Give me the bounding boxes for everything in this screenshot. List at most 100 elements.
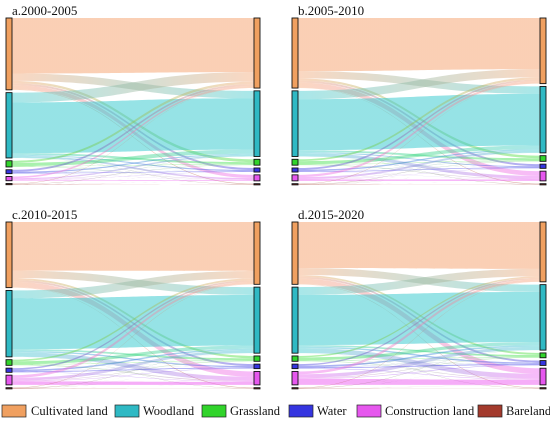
- flow-grassland-to-cultivated: [298, 276, 540, 358]
- flow-water-to-grassland: [298, 160, 540, 172]
- flow-construction-to-woodland: [298, 346, 540, 378]
- legend-swatch: [201, 404, 227, 418]
- flow-water-to-cultivated: [12, 84, 254, 172]
- flow-water-to-cultivated: [298, 277, 540, 366]
- panel-2000-2005: a.2000-2005: [5, 3, 261, 186]
- node-start-woodland: [5, 289, 13, 358]
- flows: [298, 18, 540, 185]
- flows: [12, 222, 254, 389]
- flow-bareland-to-construction: [12, 384, 254, 389]
- node-end-woodland: [253, 90, 261, 157]
- flow-grassland-to-woodland: [12, 345, 254, 365]
- flow-bareland-to-water: [298, 168, 540, 185]
- flow-grassland-to-construction: [12, 364, 254, 382]
- flow-construction-to-water: [12, 171, 254, 180]
- node-start-woodland: [5, 92, 13, 159]
- node-start-woodland: [291, 286, 299, 354]
- flow-bareland-to-woodland: [298, 349, 540, 389]
- flow-water-to-woodland: [12, 348, 254, 372]
- flow-cultivated-to-cultivated: [298, 222, 540, 269]
- legend: Cultivated land Woodland Grassland Water…: [1, 404, 550, 418]
- flow-grassland-to-construction: [298, 164, 540, 180]
- panel-2015-2020: d.2015-2020: [291, 207, 547, 390]
- node-start-bareland: [5, 183, 13, 186]
- legend-item-water: Water: [288, 404, 347, 418]
- panel-title: b.2005-2010: [298, 3, 364, 18]
- node-end-water: [539, 163, 547, 169]
- flow-bareland-to-woodland: [298, 152, 540, 185]
- node-end-woodland: [539, 85, 547, 154]
- panel-2010-2015: c.2010-2015: [5, 207, 261, 390]
- node-start-grassland: [5, 359, 13, 366]
- flow-construction-to-cultivated: [298, 81, 540, 178]
- node-start-construction: [5, 374, 13, 386]
- flow-construction-to-woodland: [298, 150, 540, 179]
- flow-grassland-to-woodland: [298, 341, 540, 361]
- legend-label: Grassland: [230, 404, 281, 418]
- flow-woodland-to-bareland: [298, 156, 540, 185]
- node-end-cultivated: [253, 17, 261, 89]
- node-start-construction: [291, 370, 299, 386]
- node-end-cultivated: [539, 17, 547, 85]
- node-start-construction: [291, 174, 299, 182]
- panel-2005-2010: b.2005-2010: [291, 3, 547, 186]
- legend-label: Bareland: [506, 404, 550, 418]
- flow-water-to-woodland: [298, 149, 540, 172]
- flow-construction-to-water: [298, 364, 540, 379]
- flow-bareland-to-water: [12, 172, 254, 185]
- node-end-cultivated: [253, 221, 261, 285]
- flow-cultivated-to-cultivated: [12, 18, 254, 74]
- node-end-water: [539, 360, 547, 366]
- legend-label: Woodland: [143, 404, 195, 418]
- node-end-grassland: [539, 352, 547, 359]
- nodes: [291, 17, 547, 186]
- flow-grassland-to-grassland: [298, 356, 540, 361]
- flow-woodland-to-bareland: [12, 356, 254, 389]
- flow-grassland-to-grassland: [12, 164, 254, 167]
- flow-construction-to-grassland: [298, 160, 540, 180]
- flow-construction-to-construction: [298, 378, 540, 385]
- node-end-grassland: [253, 355, 261, 362]
- flow-woodland-to-cultivated: [298, 69, 540, 100]
- node-end-cultivated: [539, 221, 547, 283]
- legend-swatch: [288, 404, 314, 418]
- node-start-cultivated: [5, 17, 13, 91]
- flow-construction-to-cultivated: [298, 279, 540, 375]
- node-end-construction: [539, 170, 547, 182]
- legend-item-bareland: Bareland: [477, 404, 550, 418]
- node-start-grassland: [5, 160, 13, 168]
- node-start-cultivated: [291, 17, 299, 89]
- flow-construction-to-construction: [12, 381, 254, 385]
- panel-title: d.2015-2020: [298, 207, 364, 222]
- legend-swatch: [114, 404, 140, 418]
- flow-water-to-grassland: [12, 164, 254, 173]
- node-end-water: [253, 363, 261, 370]
- legend-label: Construction land: [385, 404, 475, 418]
- flow-grassland-to-construction: [298, 360, 540, 380]
- flow-construction-to-woodland: [12, 154, 254, 180]
- flow-construction-to-water: [298, 168, 540, 180]
- nodes: [291, 221, 547, 390]
- node-end-bareland: [253, 387, 261, 390]
- flow-water-to-construction: [298, 368, 540, 380]
- flow-bareland-to-woodland: [12, 156, 254, 185]
- flow-woodland-to-cultivated: [12, 270, 254, 299]
- flow-grassland-to-cultivated: [12, 81, 254, 163]
- node-end-bareland: [253, 183, 261, 186]
- flow-grassland-to-cultivated: [298, 77, 540, 162]
- node-start-grassland: [291, 355, 299, 362]
- flow-bareland-to-grassland: [12, 165, 254, 185]
- node-start-bareland: [5, 387, 13, 390]
- legend-item-woodland: Woodland: [114, 404, 195, 418]
- flow-bareland-to-water: [298, 365, 540, 389]
- legend-swatch: [356, 404, 382, 418]
- node-end-bareland: [539, 183, 547, 186]
- flow-water-to-cultivated: [12, 280, 254, 370]
- flow-woodland-to-woodland: [298, 291, 540, 346]
- flow-construction-to-grassland: [12, 164, 254, 180]
- flow-water-to-water: [298, 364, 540, 369]
- node-end-grassland: [539, 155, 547, 162]
- flow-bareland-to-cultivated: [298, 281, 540, 389]
- node-start-water: [291, 363, 299, 370]
- flow-cultivated-to-cultivated: [298, 18, 540, 72]
